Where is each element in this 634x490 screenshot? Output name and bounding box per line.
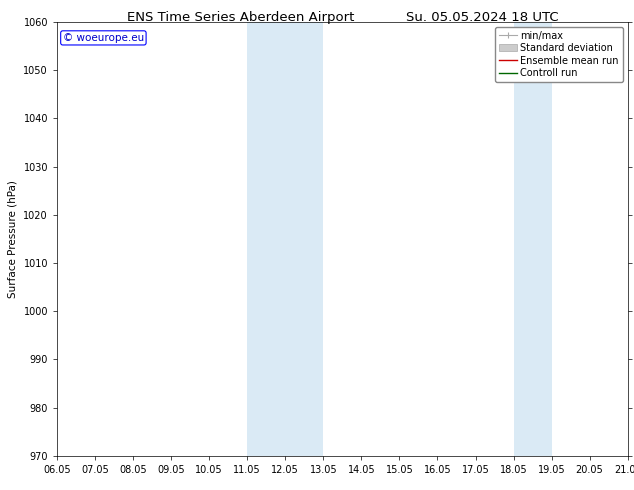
Text: © woeurope.eu: © woeurope.eu	[63, 33, 144, 43]
Text: ENS Time Series Aberdeen Airport: ENS Time Series Aberdeen Airport	[127, 11, 354, 24]
Bar	[247, 22, 323, 456]
Text: Su. 05.05.2024 18 UTC: Su. 05.05.2024 18 UTC	[406, 11, 558, 24]
Y-axis label: Surface Pressure (hPa): Surface Pressure (hPa)	[8, 180, 18, 298]
Legend: min/max, Standard deviation, Ensemble mean run, Controll run: min/max, Standard deviation, Ensemble me…	[495, 27, 623, 82]
Bar	[514, 22, 552, 456]
